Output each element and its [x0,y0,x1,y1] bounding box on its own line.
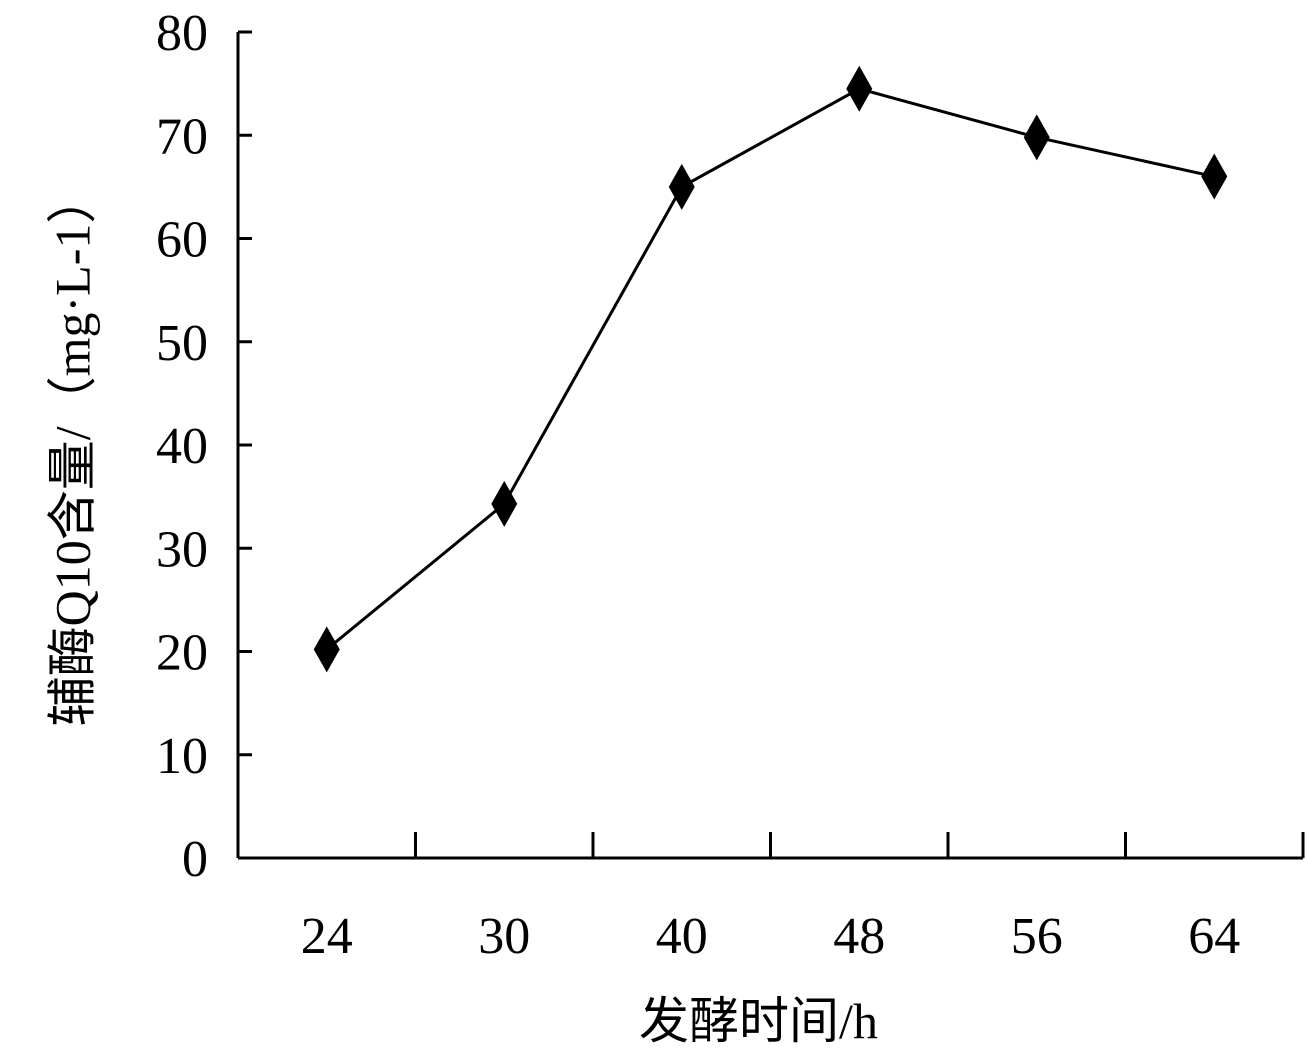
data-point-marker [313,626,340,673]
x-tick-label: 56 [1011,908,1063,965]
data-point-marker [668,163,695,210]
series-line [325,87,1215,651]
y-ticks: 0 10 20 30 40 50 60 70 80 [156,5,252,888]
y-tick-label: 40 [156,418,208,475]
y-tick-label: 20 [156,625,208,682]
x-tick-label: 30 [478,908,530,965]
series-markers [313,65,1228,673]
axes [236,32,1303,860]
y-tick-label: 60 [156,212,208,269]
x-tick-label: 48 [833,908,885,965]
y-tick-label: 70 [156,108,208,165]
x-tick-label: 40 [656,908,708,965]
x-ticks: 24 30 40 48 56 64 [236,832,1305,965]
x-tick-label: 64 [1188,908,1240,965]
data-point-marker [846,65,873,112]
y-axis-title: 辅酶Q10含量/（mg·L-1） [44,174,100,727]
x-tick-label: 24 [301,908,353,965]
y-tick-label: 80 [156,5,208,62]
y-tick-label: 50 [156,315,208,372]
data-point-marker [1201,153,1228,200]
y-tick-label: 30 [156,521,208,578]
y-tick-label: 10 [156,728,208,785]
data-point-marker [491,480,518,527]
y-tick-label: 0 [182,831,208,888]
data-point-marker [1023,114,1050,161]
x-axis-title: 发酵时间/h [639,993,878,1049]
